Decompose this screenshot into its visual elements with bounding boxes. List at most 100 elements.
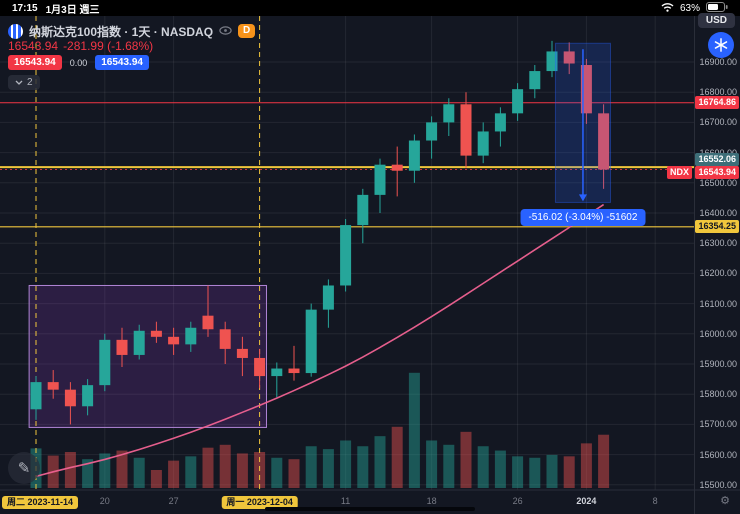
volume-bar [443,444,455,488]
volume-bar [529,457,541,488]
candle [563,51,575,64]
symbol-title[interactable]: 纳斯达克100指数 · 1天 · NASDAQ [29,24,214,39]
candle [340,225,352,286]
candle [494,113,506,132]
volume-bar [546,454,558,488]
measure-arrow-head [578,194,587,202]
volume-bar [288,459,300,488]
candle [271,368,283,377]
drawing-tools-button[interactable]: ✎ [8,452,40,484]
candle [236,348,248,358]
volume-bar [305,446,317,488]
last-price-row: 16543.94 -281.99 (-1.68%) [8,39,153,53]
trade-prices-row: 16543.94 0.00 16543.94 [8,55,149,70]
candle [391,164,403,171]
candle [546,51,558,72]
volume-bar [219,444,231,488]
volume-bar [374,436,386,488]
home-indicator[interactable] [265,507,475,511]
candle [288,368,300,374]
symbol-logo-icon[interactable] [8,23,23,39]
volume-bar [477,446,489,488]
volume-bar [460,431,472,488]
candle [443,104,455,123]
volume-bar [133,457,145,488]
rect-drawing[interactable] [28,284,267,428]
pencil-icon: ✎ [17,460,31,477]
volume-bar [580,443,592,488]
candle [512,89,524,114]
layers-count: 2 [27,77,33,88]
candle [99,339,111,386]
symbol-legend: 纳斯达克100指数 · 1天 · NASDAQ D [8,22,256,40]
ma-line [35,203,605,478]
candle [133,330,145,355]
volume-bar [82,459,94,488]
candle [305,309,317,374]
candle [30,382,42,410]
battery-icon [706,1,728,15]
candle [408,140,420,171]
volume-bar [64,452,76,488]
status-date: 1月3日 週三 [45,4,100,16]
volume-bar [494,450,506,488]
interval-button[interactable]: D [238,24,256,38]
volume-bar [99,453,111,488]
battery-percent-label: 63% [679,2,700,14]
candle [322,285,334,310]
volume-bar [185,456,197,488]
candle [219,329,231,349]
candle [357,194,369,226]
chevron-down-icon [15,80,23,85]
price-change: -281.99 (-1.68%) [63,39,154,53]
chart-area[interactable]: 16900.00 16800.00 16700.00 16600.00 16500.00… [0,16,740,514]
volume-bar [512,456,524,488]
floating-action-button[interactable] [708,32,734,58]
candle [168,336,180,345]
candle [426,122,438,141]
candle [374,164,386,195]
candle [47,382,59,390]
candle [477,131,489,156]
candle [64,389,76,407]
volume-bar [426,440,438,488]
candle [460,104,472,156]
candle [254,357,266,377]
snowflake-icon [714,38,728,52]
layers-collapse-button[interactable]: 2 [8,75,40,90]
volume-bar [116,450,128,488]
axis-settings-icon[interactable]: ⚙ [720,495,730,507]
buy-price-button[interactable]: 16543.94 [95,55,149,70]
status-bar: 17:15 1月3日 週三 63% [0,0,740,16]
volume-bar [408,372,420,488]
spread-value: 0.00 [69,57,88,68]
volume-bar [322,449,334,488]
candle [598,113,610,170]
volume-bar [271,457,283,488]
volume-bar [563,456,575,488]
candle [185,327,197,345]
candle [150,330,162,337]
clock-time: 17:15 [12,2,38,14]
candle [116,339,128,355]
volume-bar [340,440,352,488]
candle [529,71,541,90]
volume-bar [598,434,610,488]
volume-bar [391,426,403,488]
volume-bar [357,446,369,488]
sell-price-button[interactable]: 16543.94 [8,55,62,70]
candle [82,385,94,407]
chart-canvas[interactable] [0,16,740,514]
eye-icon[interactable] [219,22,232,40]
volume-bar [236,453,248,488]
volume-bar [168,460,180,488]
volume-bar [150,470,162,488]
candle [202,315,214,330]
last-price: 16543.94 [8,39,59,53]
candle [580,65,592,114]
measure-label[interactable]: -516.02 (-3.04%) -51602 [520,209,646,227]
currency-button[interactable]: USD [697,13,735,28]
volume-bar [202,447,214,488]
wifi-icon [661,2,674,15]
